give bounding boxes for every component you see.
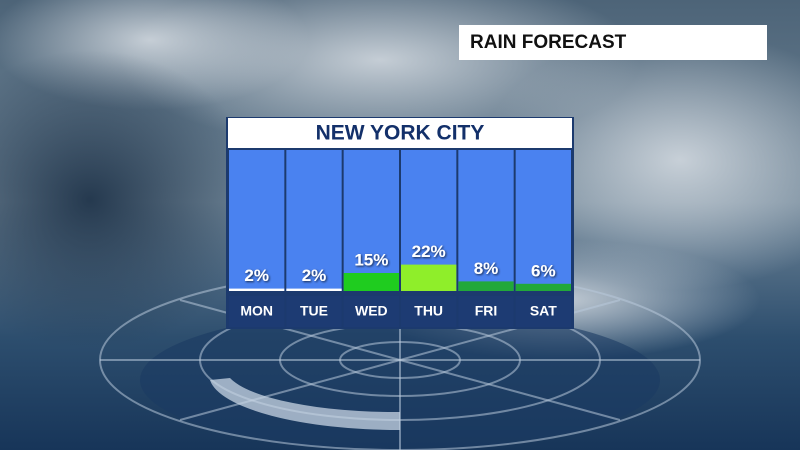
bar	[343, 273, 399, 291]
day-box	[286, 296, 342, 327]
column-bg	[515, 150, 571, 291]
value-label: 22%	[412, 242, 446, 261]
day-box	[458, 296, 514, 327]
subtitle-box	[228, 118, 572, 148]
x-tick-label: SAT	[530, 303, 557, 319]
subtitle: NEW YORK CITY	[316, 122, 485, 145]
bar	[401, 264, 457, 291]
column-bg	[458, 150, 514, 291]
bar	[515, 283, 571, 291]
column-bg	[229, 150, 285, 291]
bar	[229, 288, 285, 291]
value-label: 2%	[244, 266, 269, 285]
day-box	[401, 296, 457, 327]
day-box	[515, 296, 571, 327]
day-box	[343, 296, 399, 327]
bar	[458, 281, 514, 291]
x-tick-label: MON	[240, 303, 273, 319]
value-label: 6%	[531, 261, 556, 280]
x-tick-label: FRI	[475, 303, 498, 319]
column-bg	[286, 150, 342, 291]
value-label: 15%	[354, 250, 388, 269]
day-box	[229, 296, 285, 327]
x-tick-label: THU	[414, 303, 443, 319]
x-tick-label: TUE	[300, 303, 328, 319]
x-tick-label: WED	[355, 303, 388, 319]
bar	[286, 288, 342, 291]
title-box	[459, 25, 767, 60]
value-label: 2%	[302, 266, 327, 285]
value-label: 8%	[474, 259, 499, 278]
title: RAIN FORECAST	[470, 32, 627, 53]
column-bg	[343, 150, 399, 291]
